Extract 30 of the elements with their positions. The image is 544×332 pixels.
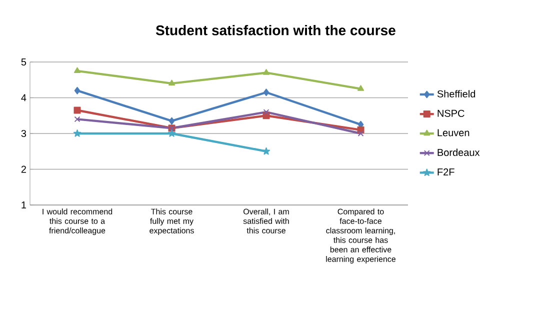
point xyxy=(168,80,176,86)
y-tick-label: 5 xyxy=(21,58,26,66)
legend-label: Bordeaux xyxy=(438,148,480,156)
point xyxy=(263,109,270,116)
legend-label: NSPC xyxy=(438,110,464,117)
point xyxy=(168,117,175,125)
point xyxy=(73,129,82,137)
point xyxy=(357,85,364,91)
point xyxy=(74,67,81,74)
point xyxy=(357,126,364,134)
legend-label: F2F xyxy=(438,168,454,176)
y-tick-label: 2 xyxy=(21,166,26,173)
x-tick-label: I would recommend this course to a friend/colleague xyxy=(42,208,112,235)
legend-label: Sheffield xyxy=(437,90,476,98)
point xyxy=(262,69,270,75)
point xyxy=(263,88,270,96)
point xyxy=(74,106,81,114)
y-tick-label: 4 xyxy=(21,94,26,102)
legend-label: Leuven xyxy=(438,129,470,136)
y-tick-label: 3 xyxy=(21,130,26,138)
point xyxy=(168,129,176,137)
point xyxy=(74,86,80,94)
y-tick-label: 1 xyxy=(22,202,26,208)
point xyxy=(358,130,364,136)
x-tick-label: Compared to face-to-face classroom learning, this course has been an effective learning experience xyxy=(326,208,396,264)
point xyxy=(74,116,80,122)
point xyxy=(262,147,270,155)
chart-title: Student satisfaction with the course xyxy=(156,25,396,36)
x-tick-label: This course fully met my expectations xyxy=(150,208,194,235)
x-tick-label: Overall, I am satisfied with this course xyxy=(243,208,289,234)
